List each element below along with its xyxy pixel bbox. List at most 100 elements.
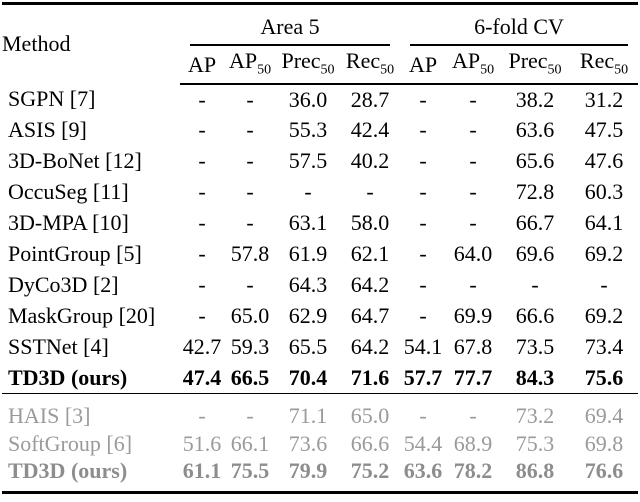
metric-subscript: 50 bbox=[614, 62, 629, 78]
metric-value-cell: 65.6 bbox=[515, 148, 555, 173]
metric-subscript: 50 bbox=[547, 62, 562, 78]
metric-value-cell: 66.1 bbox=[230, 430, 270, 456]
metric-base-label: AP bbox=[451, 48, 481, 74]
metric-value-cell: 79.9 bbox=[288, 458, 328, 483]
metric-value-cell: 65.5 bbox=[288, 334, 328, 359]
metric-value-cell: 66.6 bbox=[515, 303, 555, 328]
metric-value-cell: - bbox=[400, 393, 446, 429]
metric-value-cell: - bbox=[246, 179, 254, 204]
results-table: Method Area 5 6-fold CV AP AP50 Prec50 Rec5… bbox=[2, 2, 639, 494]
metric-value-cell: 75.2 bbox=[350, 458, 390, 483]
method-cell: SoftGroup [6] bbox=[8, 430, 133, 456]
metric-value-cell: 69.4 bbox=[570, 393, 639, 429]
metric-base-label: AP bbox=[408, 51, 438, 77]
metric-header-row: AP AP50 Prec50 Rec50 AP AP50 Prec50 Rec50 bbox=[2, 45, 639, 85]
metric-subscript: 50 bbox=[320, 62, 335, 78]
metric-value-cell: - bbox=[446, 393, 500, 429]
metric-value-cell: 28.7 bbox=[350, 86, 390, 112]
metric-header-ap: AP bbox=[180, 45, 224, 85]
metric-value-cell: - bbox=[198, 303, 206, 328]
metric-value-cell: 54.1 bbox=[403, 334, 443, 359]
metric-value-cell: - bbox=[198, 210, 206, 235]
metric-value-cell: 68.9 bbox=[453, 430, 493, 456]
metric-value-cell: 65.0 bbox=[340, 393, 400, 429]
method-cell: ASIS [9] bbox=[8, 117, 87, 142]
metric-value-cell: - bbox=[469, 86, 477, 112]
metric-base-label: Rec bbox=[345, 48, 381, 74]
table-row: OccuSeg [11] - - - - - - 72.8 60.3 bbox=[2, 177, 638, 208]
method-cell: TD3D (ours) bbox=[8, 458, 128, 483]
metric-value-cell: 69.6 bbox=[515, 241, 555, 266]
metric-value-cell: 66.5 bbox=[230, 364, 270, 390]
metric-value-cell: - bbox=[469, 117, 477, 142]
metric-value-cell: 59.3 bbox=[230, 334, 270, 359]
metric-base-label: AP bbox=[187, 51, 217, 77]
metric-value-cell: - bbox=[180, 393, 224, 429]
method-cell: 3D-MPA [10] bbox=[8, 210, 129, 235]
metric-value-cell: 78.2 bbox=[453, 458, 493, 483]
metric-value-cell: 65.0 bbox=[230, 303, 270, 328]
metric-value-cell: 66.7 bbox=[515, 210, 555, 235]
metric-value-cell: - bbox=[198, 179, 206, 204]
metric-value-cell: - bbox=[246, 210, 254, 235]
metric-value-cell: 84.3 bbox=[515, 364, 555, 390]
metric-value-cell: 57.8 bbox=[230, 241, 270, 266]
metric-value-cell: - bbox=[246, 148, 254, 173]
metric-value-cell: 60.3 bbox=[584, 179, 624, 204]
metric-value-cell: 47.4 bbox=[182, 364, 222, 390]
method-cell: TD3D (ours) bbox=[8, 364, 128, 390]
metric-value-cell: 61.9 bbox=[288, 241, 328, 266]
metric-value-cell: 61.1 bbox=[182, 458, 222, 483]
metric-header-ap: AP bbox=[400, 45, 446, 85]
metric-value-cell: - bbox=[419, 86, 427, 112]
metric-value-cell: 57.7 bbox=[403, 364, 443, 390]
metric-value-cell: - bbox=[366, 179, 374, 204]
metric-header-prec50: Prec50 bbox=[276, 45, 340, 85]
metric-value-cell: 72.8 bbox=[515, 179, 555, 204]
metric-value-cell: 64.1 bbox=[584, 210, 624, 235]
metric-value-cell: - bbox=[246, 272, 254, 297]
metric-header-rec50: Rec50 bbox=[570, 45, 639, 85]
metric-value-cell: - bbox=[198, 241, 206, 266]
table-row: DyCo3D [2] - - 64.3 64.2 - - - - bbox=[2, 270, 638, 301]
metric-base-label: Rec bbox=[579, 48, 615, 74]
metric-value-cell: - bbox=[600, 272, 608, 297]
metric-value-cell: - bbox=[531, 272, 539, 297]
metric-value-cell: - bbox=[469, 272, 477, 297]
table-row: SGPN [7] - - 36.0 28.7 - - 38.2 31.2 bbox=[2, 84, 638, 115]
method-cell: HAIS [3] bbox=[2, 393, 180, 429]
metric-header-ap50: AP50 bbox=[224, 45, 276, 85]
metric-value-cell: 73.4 bbox=[584, 334, 624, 359]
metric-value-cell: 63.6 bbox=[403, 458, 443, 483]
metric-value-cell: 63.1 bbox=[288, 210, 328, 235]
metric-value-cell: 71.6 bbox=[350, 364, 390, 390]
metric-value-cell: 67.8 bbox=[453, 334, 493, 359]
metric-value-cell: 70.4 bbox=[288, 364, 328, 390]
metric-value-cell: 57.5 bbox=[288, 148, 328, 173]
table-row: ASIS [9] - - 55.3 42.4 - - 63.6 47.5 bbox=[2, 115, 638, 146]
metric-value-cell: 51.6 bbox=[182, 430, 222, 456]
metric-value-cell: - bbox=[198, 86, 206, 112]
metric-value-cell: - bbox=[419, 117, 427, 142]
metric-value-cell: - bbox=[224, 393, 276, 429]
metric-value-cell: 75.6 bbox=[584, 364, 624, 390]
metric-value-cell: - bbox=[246, 86, 254, 112]
metric-value-cell: 75.5 bbox=[230, 458, 270, 483]
metric-value-cell: 36.0 bbox=[288, 86, 328, 112]
metric-value-cell: 58.0 bbox=[350, 210, 390, 235]
metric-value-cell: - bbox=[469, 179, 477, 204]
metric-base-label: Prec bbox=[508, 48, 548, 74]
metric-subscript: 50 bbox=[257, 62, 272, 78]
table-row: TD3D (ours) 47.4 66.5 70.4 71.6 57.7 77.7 84.3 7… bbox=[2, 363, 638, 394]
method-cell: SGPN [7] bbox=[8, 86, 96, 111]
metric-value-cell: - bbox=[198, 272, 206, 297]
metric-value-cell: - bbox=[246, 117, 254, 142]
table-row: 3D-BoNet [12] - - 57.5 40.2 - - 65.6 47.6 bbox=[2, 146, 638, 177]
metric-value-cell: - bbox=[469, 210, 477, 235]
metric-header-prec50: Prec50 bbox=[500, 45, 570, 85]
metric-value-cell: 64.2 bbox=[350, 272, 390, 297]
metric-value-cell: - bbox=[469, 148, 477, 173]
metric-value-cell: - bbox=[304, 179, 312, 204]
metric-value-cell: 64.2 bbox=[350, 334, 390, 359]
metric-value-cell: 40.2 bbox=[350, 148, 390, 173]
